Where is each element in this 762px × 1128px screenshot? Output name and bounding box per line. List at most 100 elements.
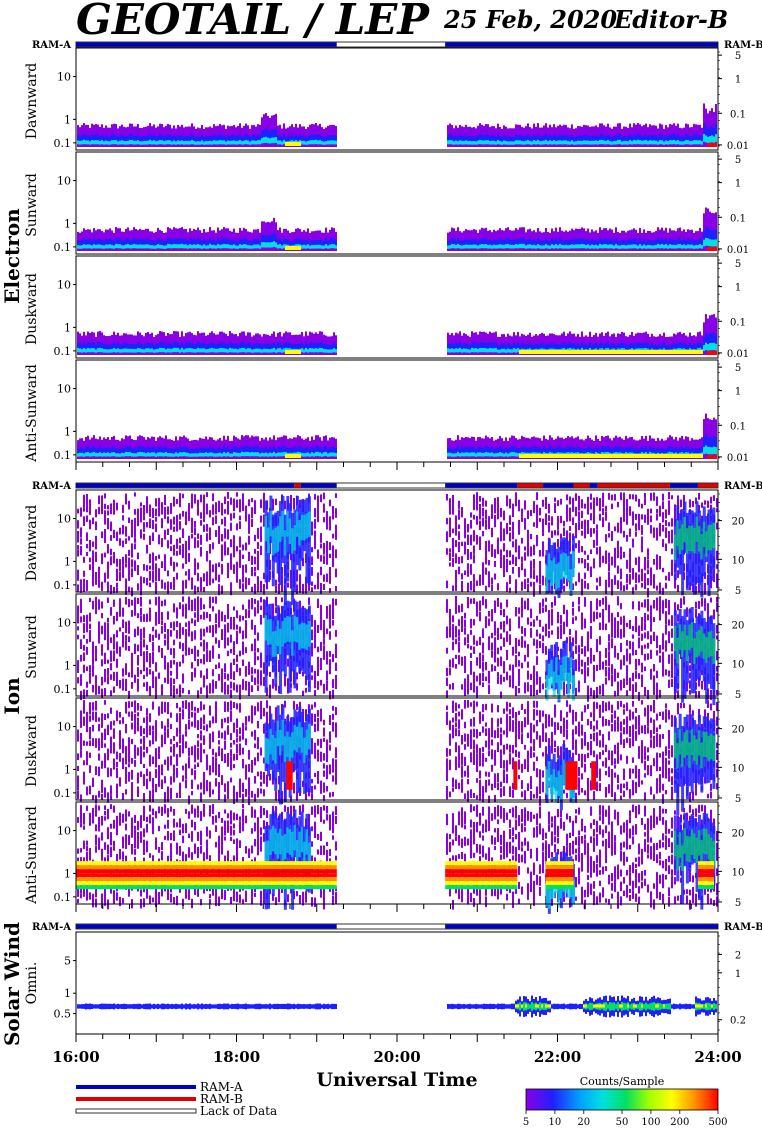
spectrum-cell [86, 543, 88, 549]
spectrum-cell [699, 447, 701, 455]
spectrum-cell [509, 244, 511, 249]
spectrum-cell [703, 123, 705, 139]
spectrum-cell [577, 140, 579, 145]
spectrum-cell [131, 343, 133, 351]
spectrum-cell [125, 493, 127, 500]
spectrum-cell [467, 452, 469, 457]
spectrum-cell [683, 141, 685, 145]
spectrum-cell [287, 582, 289, 588]
spectrum-cell [175, 244, 177, 249]
spectrum-cell [309, 448, 311, 456]
spectrum-cell [279, 348, 281, 353]
spectrum-cell [539, 575, 541, 585]
spectrum-cell [137, 244, 139, 249]
spectrum-cell [485, 342, 487, 351]
spectrum-cell [194, 528, 196, 536]
spectrum-cell [333, 342, 335, 351]
spectrum-cell [87, 451, 89, 457]
spectrum-cell [481, 244, 483, 249]
spectrum-cell [153, 345, 155, 352]
spectrum-cell [319, 341, 321, 351]
spectrum-cell [194, 520, 196, 528]
spectrum-cell [319, 239, 321, 247]
spectrum-cell [715, 447, 717, 455]
spectrum-cell [697, 448, 699, 456]
spectrum-cell [555, 238, 557, 247]
spectrum-cell [699, 454, 701, 458]
spectrum-cell [191, 239, 193, 247]
spectrum-cell [559, 344, 561, 352]
spectrum-cell [327, 344, 329, 352]
spectrum-cell [495, 136, 497, 144]
spectrum-cell [579, 244, 581, 249]
spectrum-cell [519, 344, 521, 352]
spectrum-cell [581, 448, 583, 456]
spectrum-cell [659, 454, 661, 458]
spectrum-cell [113, 446, 115, 455]
spectrum-cell [521, 243, 523, 249]
y-tick-right-label: 0.1 [730, 213, 746, 224]
spectrum-cell [219, 134, 221, 143]
spectrum-cell [701, 136, 703, 144]
spectrum-cell [461, 344, 463, 352]
spectrum-cell [275, 586, 277, 593]
spectrum-cell [483, 447, 485, 455]
spectrum-cell [521, 537, 523, 544]
spectrum-cell [191, 499, 193, 509]
spectrum-cell [209, 571, 211, 581]
spectrum-cell [553, 140, 555, 145]
spectrum-cell [573, 239, 575, 247]
spectrum-cell [473, 342, 475, 351]
spectrum-cell [213, 448, 215, 456]
spectrum-cell [619, 343, 621, 351]
spectrum-cell [314, 538, 316, 545]
spectrum-cell [209, 531, 211, 541]
spectrum-cell [563, 527, 565, 537]
spectrum-cell [595, 140, 597, 145]
spectrum-cell [275, 242, 277, 248]
spectrum-cell [473, 348, 475, 353]
spectrum-cell [239, 133, 241, 143]
spectrum-cell [541, 350, 543, 354]
spectrum-cell [515, 497, 517, 504]
spectrum-cell [589, 135, 591, 143]
spectrum-cell [134, 517, 136, 526]
spectrum-cell [608, 533, 610, 538]
spectrum-cell [119, 140, 121, 145]
spectrum-cell [533, 547, 535, 556]
spectrum-cell [165, 140, 167, 145]
spectrum-cell [563, 350, 565, 354]
spectrum-cell [107, 239, 109, 247]
spectrum-cell [239, 515, 241, 521]
spectrum-cell [143, 141, 145, 145]
spectrum-cell [631, 350, 633, 354]
spectrum-cell [633, 133, 635, 143]
spectrum-cell [170, 561, 172, 566]
spectrum-cell [545, 497, 547, 506]
spectrum-cell [115, 453, 117, 457]
spectrum-cell [683, 244, 685, 249]
spectrum-cell [245, 238, 247, 247]
spectrum-cell [89, 136, 91, 144]
spectrum-cell [329, 499, 331, 507]
spectrum-cell [321, 141, 323, 145]
spectrum-cell [93, 244, 95, 249]
spectrum-cell [707, 143, 709, 147]
spectrum-cell [455, 575, 457, 585]
spectrum-cell [215, 502, 217, 508]
spectrum-cell [679, 238, 681, 247]
spectrum-cell [317, 348, 319, 353]
spectrum-cell [327, 240, 329, 248]
spectrum-cell [627, 244, 629, 249]
spectrum-cell [323, 574, 325, 582]
spectrum-cell [527, 531, 529, 537]
spectrum-cell [133, 243, 135, 249]
spectrum-cell [533, 544, 535, 550]
spectrum-cell [263, 500, 265, 506]
spectrum-cell [509, 349, 511, 353]
spectrum-cell [125, 136, 127, 144]
spectrum-cell [707, 334, 709, 348]
spectrum-cell [169, 244, 171, 249]
spectrum-cell [503, 567, 505, 577]
spectrum-cell [699, 244, 701, 249]
